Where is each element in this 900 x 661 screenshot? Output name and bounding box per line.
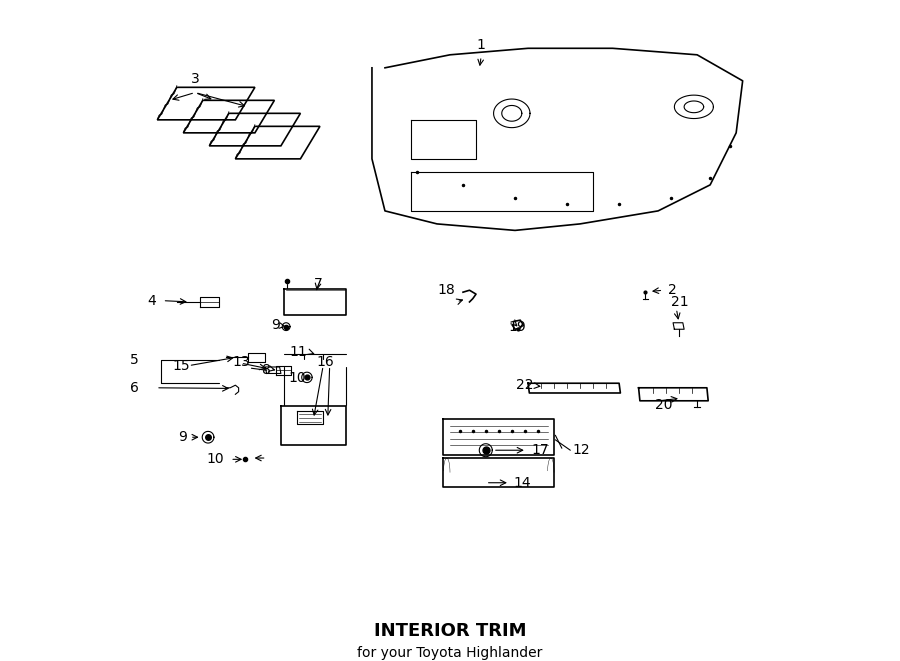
Text: 2: 2: [668, 283, 677, 297]
Text: 17: 17: [531, 444, 549, 457]
Text: 16: 16: [317, 356, 335, 369]
Text: 10: 10: [206, 452, 224, 466]
Text: for your Toyota Highlander: for your Toyota Highlander: [357, 646, 543, 660]
Text: 3: 3: [191, 72, 200, 86]
Text: 15: 15: [172, 359, 190, 373]
Text: 4: 4: [148, 293, 156, 307]
Text: 6: 6: [130, 381, 140, 395]
Text: 1: 1: [477, 38, 486, 52]
Text: 9: 9: [177, 430, 186, 444]
Text: 12: 12: [572, 444, 590, 457]
Text: 19: 19: [508, 320, 526, 334]
Text: 18: 18: [437, 283, 455, 297]
Text: 10: 10: [288, 371, 306, 385]
Text: 9: 9: [271, 318, 280, 332]
Text: INTERIOR TRIM: INTERIOR TRIM: [374, 622, 526, 640]
Text: 22: 22: [516, 378, 533, 392]
Text: 8: 8: [262, 363, 271, 377]
Text: 11: 11: [289, 345, 307, 359]
Text: 5: 5: [130, 354, 140, 368]
Text: 14: 14: [514, 476, 531, 490]
Text: 13: 13: [232, 356, 250, 369]
Text: 7: 7: [313, 277, 322, 291]
Text: 21: 21: [671, 295, 688, 309]
Text: 20: 20: [655, 398, 672, 412]
